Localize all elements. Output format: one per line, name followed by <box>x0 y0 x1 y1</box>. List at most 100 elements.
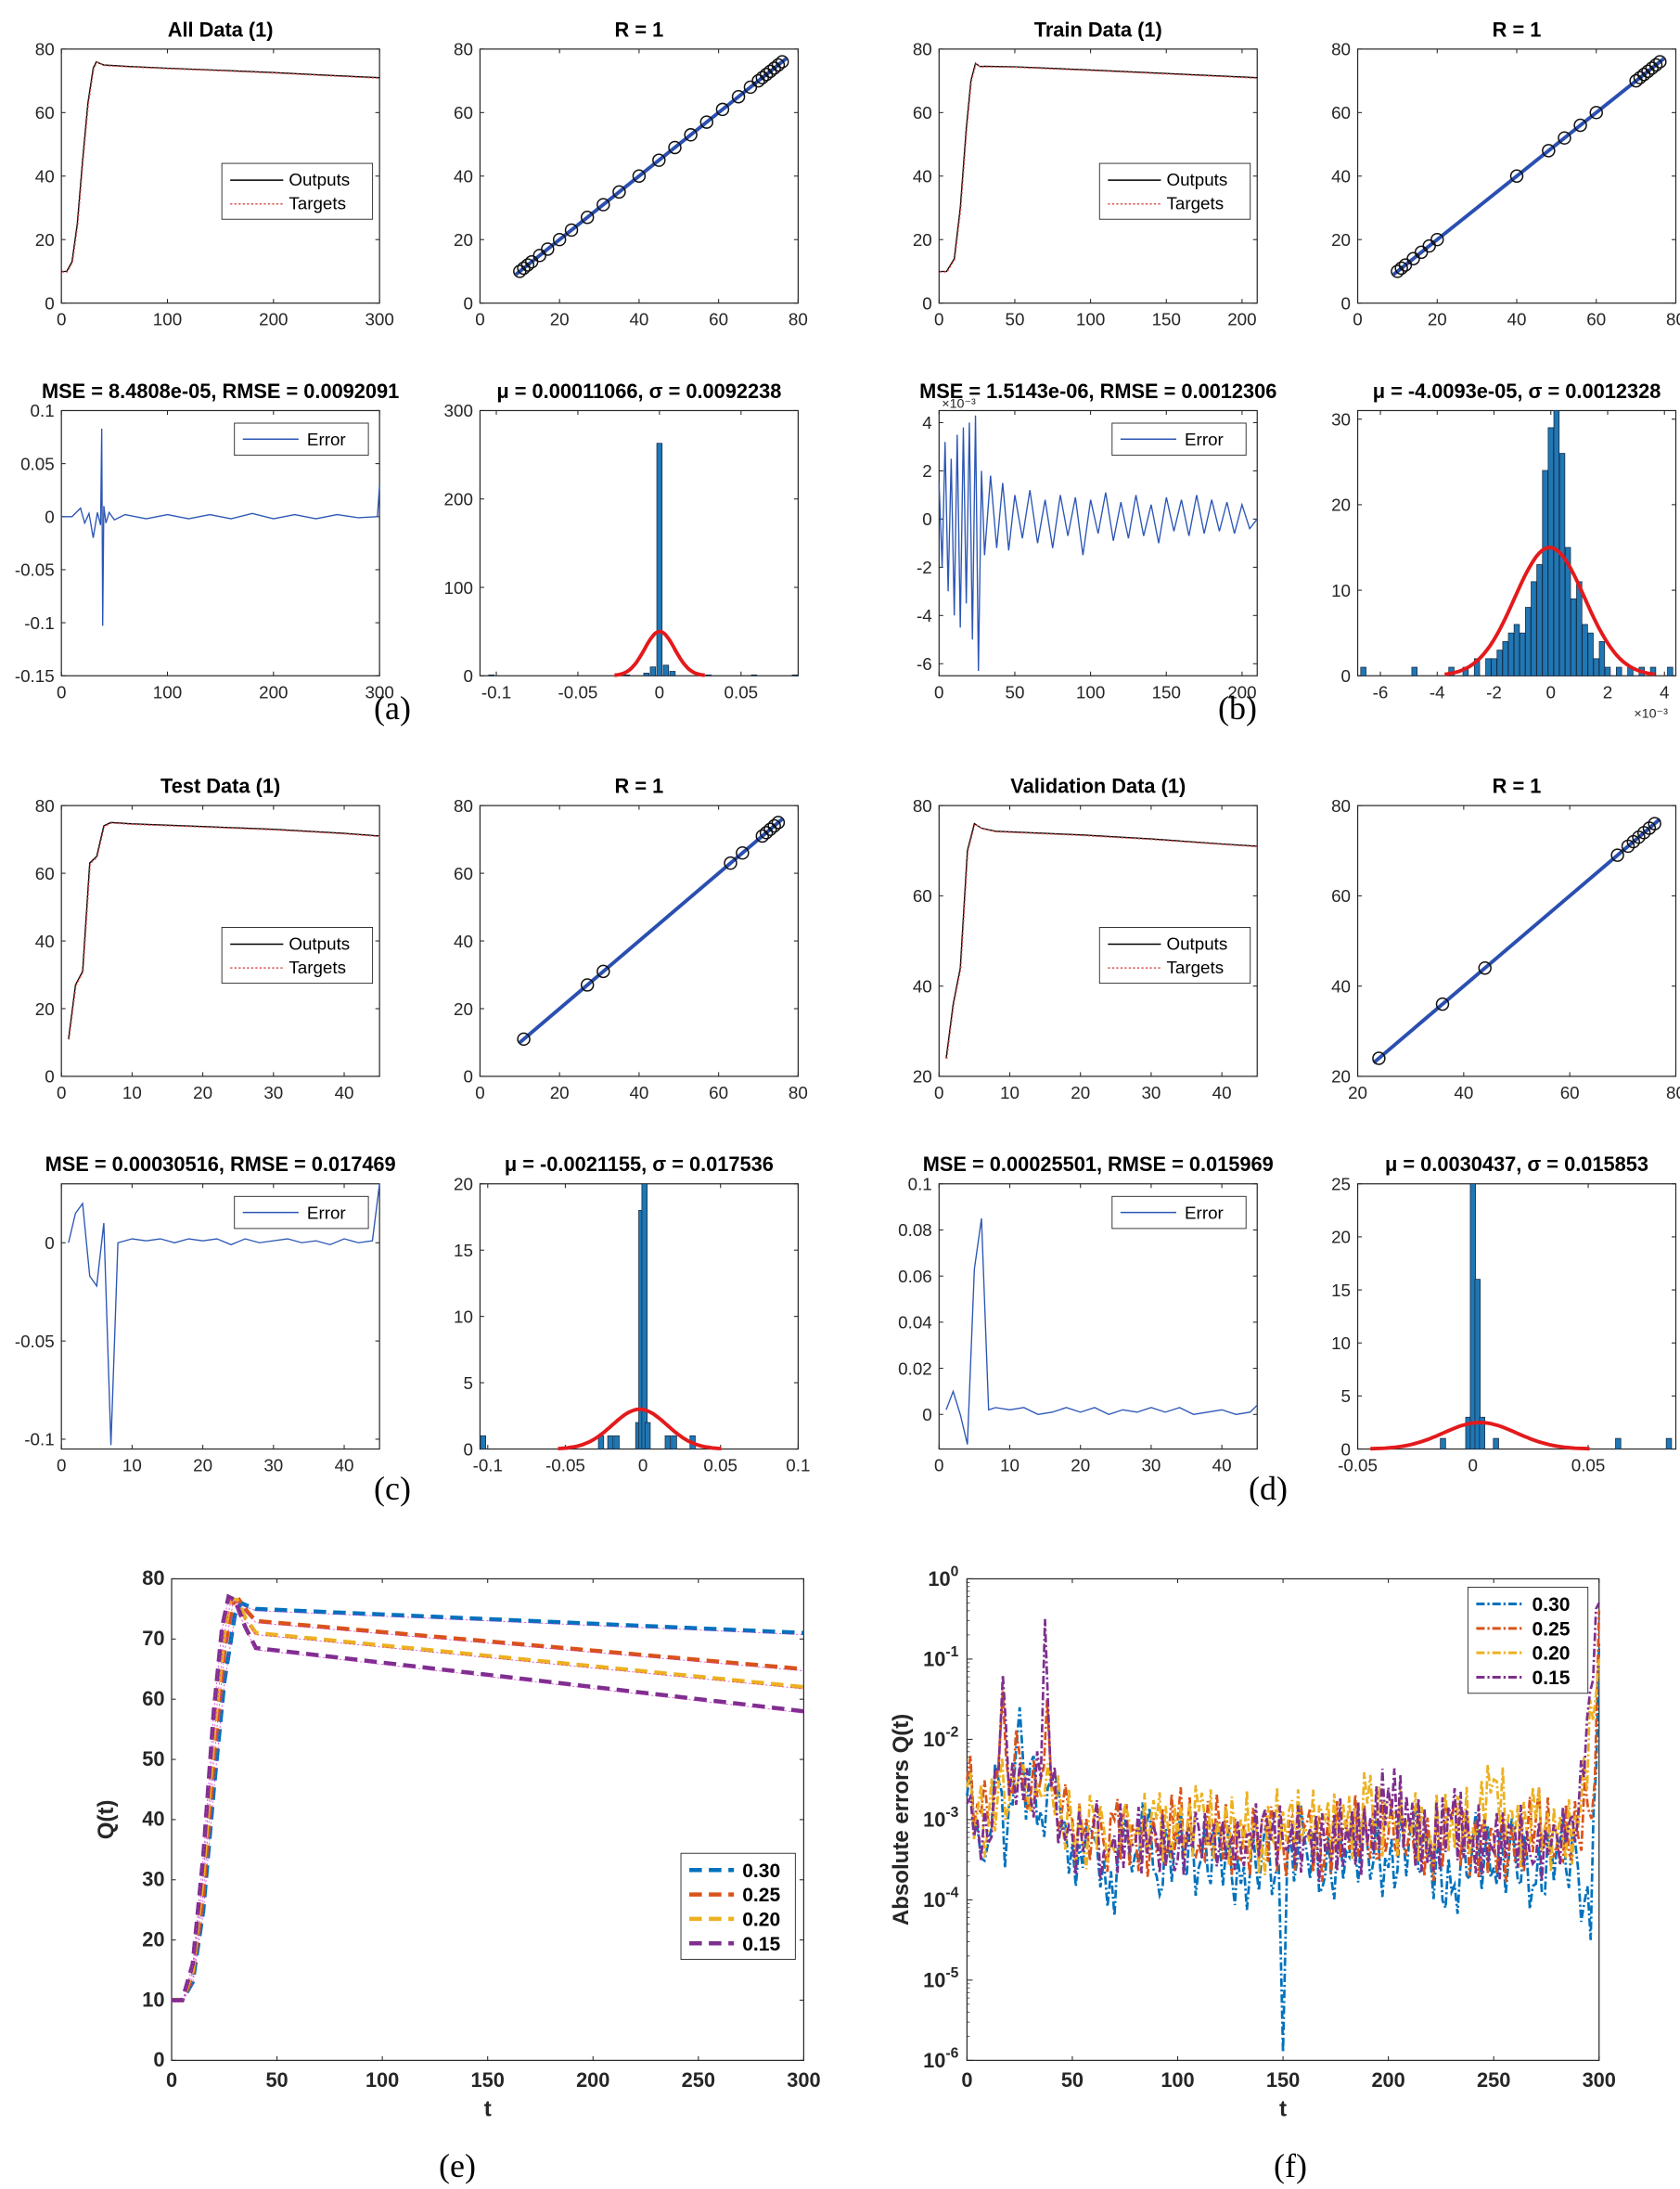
a-hist-bar <box>705 674 712 676</box>
b-err-ytick-label: 2 <box>922 461 931 481</box>
a-reg-data-point <box>731 89 746 104</box>
c-fit-ytick-label: 80 <box>35 796 55 816</box>
e-xtick-label: 100 <box>365 2068 399 2092</box>
d-hist-bar <box>1479 1416 1485 1449</box>
a-reg-data-point <box>668 140 682 155</box>
a-fit-xtick-label: 200 <box>259 310 288 329</box>
d-reg-ytick-label: 80 <box>1331 796 1351 816</box>
c-fit-xtick-label: 20 <box>193 1083 212 1102</box>
c-reg-data-point <box>724 856 737 870</box>
c-err-xtick-label: 20 <box>193 1456 212 1475</box>
f-axes: 0 50 100 150 200 250 300 100 10-1 10-2 10-3 10-4 10-… <box>889 1564 1616 2121</box>
b-fit-legend-label-outputs: Outputs <box>1166 170 1227 189</box>
c-hist-bar <box>644 1422 651 1449</box>
a-err-ytick-label: -0.05 <box>15 560 55 580</box>
e-axes: 0 50 100 150 200 250 300 0 10 20 30 40 50 60 70 80 t Q(t)… <box>94 1566 821 2121</box>
b-reg-data-point <box>1653 55 1667 69</box>
c-reg-xtick-label: 40 <box>629 1083 648 1102</box>
d-hist-bar <box>1615 1437 1622 1449</box>
b-hist-bar <box>1547 427 1554 676</box>
b-reg-xtick-label: 60 <box>1586 310 1606 329</box>
a-hist-title: μ = 0.00011066, σ = 0.0092238 <box>496 380 781 403</box>
e-ytick-label: 60 <box>142 1687 164 1710</box>
b-reg-data-point <box>1558 131 1571 145</box>
b-hist-bar <box>1558 453 1566 676</box>
b-err-xtick-label: 150 <box>1152 682 1181 702</box>
d-err-xtick-label: 20 <box>1071 1456 1090 1475</box>
b-reg-title: R = 1 <box>1493 18 1542 41</box>
c-hist-bar <box>607 1435 614 1449</box>
e-xtick-label: 250 <box>682 2068 715 2092</box>
f-legend-label-015: 0.15 <box>1533 1668 1571 1689</box>
b-reg-ytick-label: 40 <box>1331 167 1351 187</box>
f-ytick-exponent: -3 <box>945 1805 958 1821</box>
b-err-ytick-label: -6 <box>917 654 932 674</box>
c-reg-data-point <box>517 1032 531 1047</box>
a-err-ytick-label: -0.1 <box>24 613 54 633</box>
c-err-xtick-label: 40 <box>335 1456 354 1475</box>
d-hist-bar <box>1440 1437 1446 1449</box>
d-fit-legend-box <box>1098 927 1251 985</box>
d-reg-ytick-label: 40 <box>1331 976 1351 996</box>
f-ytick-exponent: -2 <box>945 1724 958 1740</box>
d-err-error-line <box>945 1217 1258 1445</box>
b-fit-ytick-label: 0 <box>922 293 931 313</box>
a-err-legend-label-error: Error <box>307 430 346 449</box>
a-reg-data-point <box>552 232 567 247</box>
f-xtick-label: 250 <box>1477 2068 1510 2092</box>
b-hist-xtick-label: 4 <box>1660 682 1669 702</box>
d-err-ytick-label: 0.02 <box>898 1358 932 1378</box>
c-err-error-line <box>68 1183 380 1446</box>
a-hist-ytick-label: 200 <box>444 489 473 509</box>
c-fit-xtick-label: 0 <box>57 1083 66 1102</box>
d-reg-data-point <box>1648 817 1661 831</box>
b-hist-ytick-label: 0 <box>1341 666 1351 686</box>
c-hist-bar <box>664 1435 672 1449</box>
d-err-ytick-label: 0.04 <box>898 1313 932 1333</box>
a-hist-ytick-label: 0 <box>463 666 472 686</box>
b-reg-data-point <box>1509 169 1524 183</box>
a-reg-data-point <box>652 153 666 167</box>
c-reg-ytick-label: 40 <box>454 932 473 951</box>
e-legend-label-015: 0.15 <box>742 1934 780 1955</box>
a-hist-bar <box>643 673 650 676</box>
d-fit-title: Validation Data (1) <box>1010 775 1186 798</box>
b-reg-ytick-label: 80 <box>1331 40 1351 59</box>
d-fit-legend-label-targets: Targets <box>1166 958 1224 977</box>
a-hist-xtick-label: -0.05 <box>558 682 598 702</box>
c-err-ytick-label: 0 <box>45 1233 54 1253</box>
b-hist-bar <box>1571 598 1577 676</box>
f-xtick-label: 50 <box>1061 2068 1084 2092</box>
a-err-xtick-label: 300 <box>365 682 393 702</box>
b-reg-axes: 0 20 40 60 80 0 20 40 60 80 R = 1 <box>1331 18 1680 328</box>
f-xtick-label: 150 <box>1266 2068 1300 2092</box>
b-fit-xtick-label: 0 <box>934 310 943 329</box>
b-err-xtick-label: 100 <box>1076 682 1105 702</box>
b-reg-data-point <box>1430 232 1444 247</box>
d-hist-ytick-label: 5 <box>1341 1386 1351 1406</box>
f-xtick-label: 100 <box>1161 2068 1194 2092</box>
a-hist-bar <box>656 443 663 676</box>
c-hist-axes: -0.1 -0.05 0 0.05 0.1 0 5 10 15 20 μ = -0.0021155,… <box>454 1152 810 1474</box>
a-hist-plot-frame <box>479 409 799 676</box>
c-fit-legend-label-targets: Targets <box>289 958 346 977</box>
f-ytick-exponent: -4 <box>945 1885 958 1900</box>
c-reg-title: R = 1 <box>615 775 664 798</box>
d-hist-bar <box>1474 1279 1481 1449</box>
a-reg-xtick-label: 40 <box>629 310 648 329</box>
d-reg-data-point <box>1610 848 1624 862</box>
b-err-xtick-label: 0 <box>934 682 943 702</box>
c-reg-data-point <box>759 826 774 840</box>
c-hist-bar <box>671 1435 677 1449</box>
e-legend-label-020: 0.20 <box>742 1909 780 1930</box>
b-fit-ytick-label: 40 <box>913 167 932 187</box>
e-xtick-label: 200 <box>576 2068 609 2092</box>
e-ylabel: Q(t) <box>94 1800 119 1840</box>
b-fit-xtick-label: 50 <box>1005 310 1024 329</box>
c-hist-bar <box>613 1435 620 1449</box>
d-hist-ytick-label: 15 <box>1331 1281 1351 1300</box>
b-err-error-line <box>938 415 1258 672</box>
d-err-xtick-label: 40 <box>1212 1456 1232 1475</box>
a-reg-data-point <box>715 102 730 117</box>
